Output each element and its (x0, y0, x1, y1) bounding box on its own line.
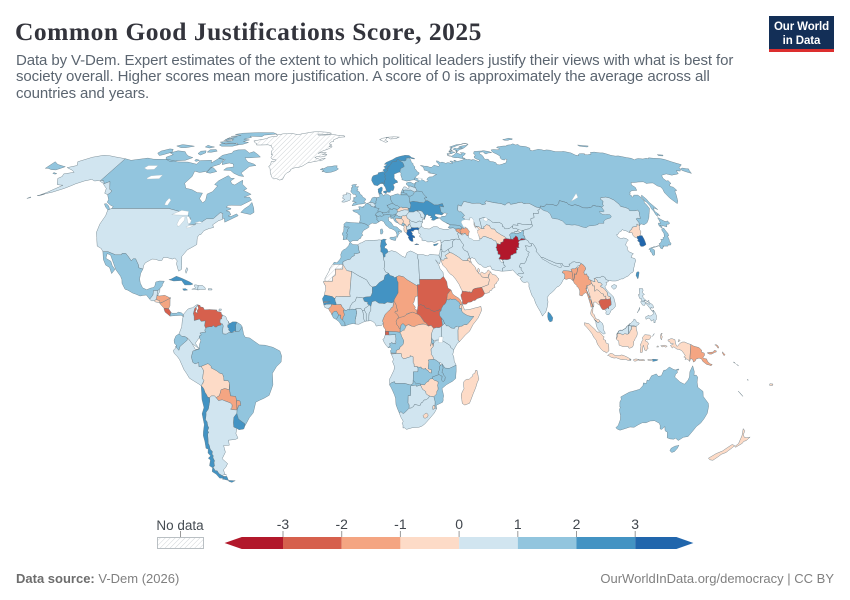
svg-text:3: 3 (631, 516, 639, 532)
svg-text:0: 0 (455, 516, 463, 532)
svg-text:No data: No data (156, 518, 204, 533)
svg-text:2: 2 (573, 516, 581, 532)
svg-text:1: 1 (514, 516, 522, 532)
svg-text:-2: -2 (335, 516, 348, 532)
svg-text:-3: -3 (277, 516, 290, 532)
svg-text:-1: -1 (394, 516, 407, 532)
